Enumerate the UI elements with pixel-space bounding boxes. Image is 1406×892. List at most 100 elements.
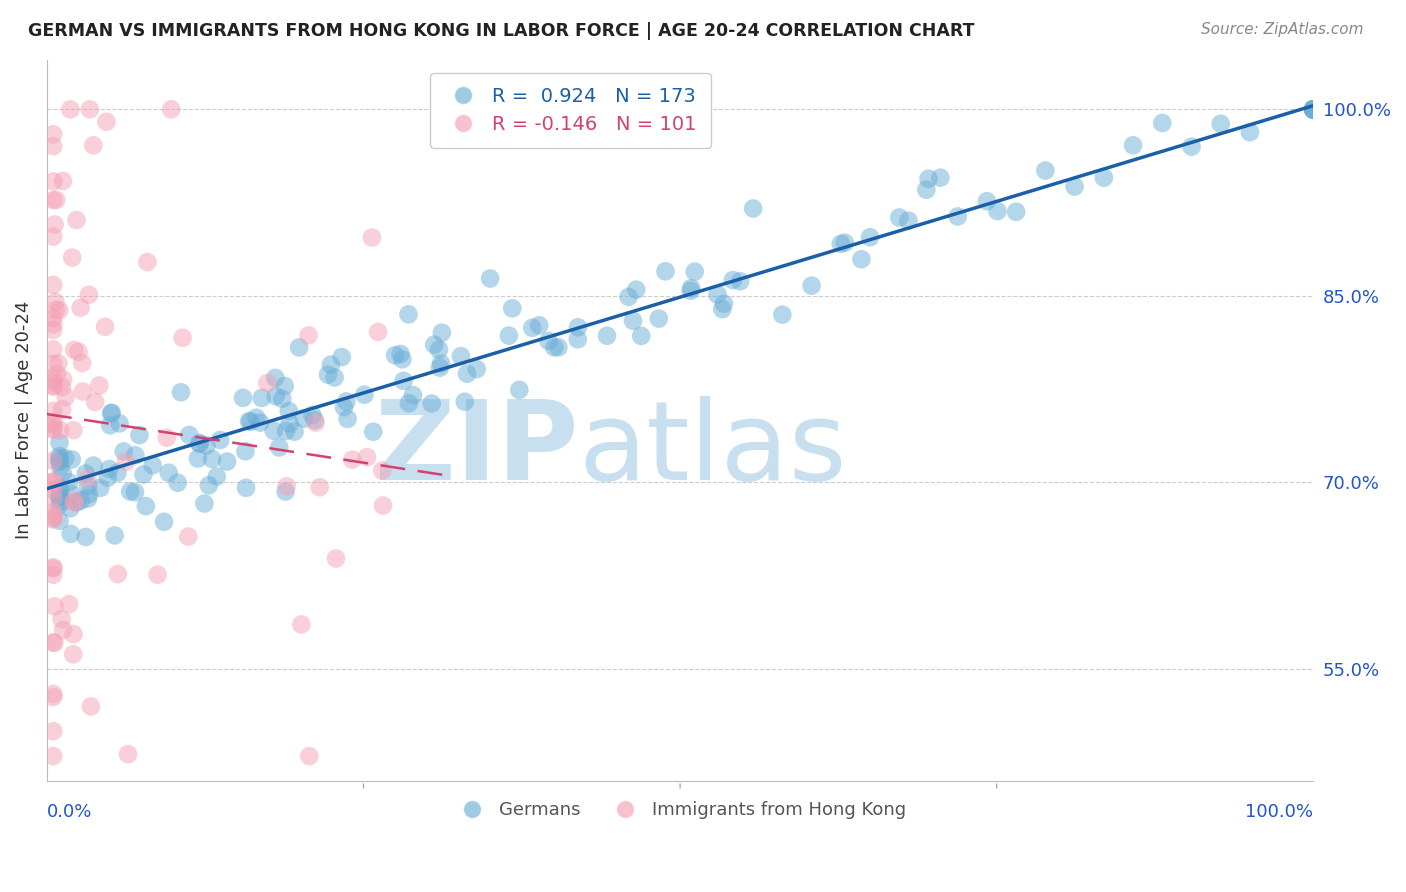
Point: [648, 311, 671, 326]
Point: [42, 417, 65, 432]
Point: [48, 449, 70, 463]
Point: [84, 395, 107, 409]
Point: [49, 485, 72, 500]
Point: [398, 307, 420, 321]
Point: [98, 462, 121, 476]
Point: [42, 343, 65, 357]
Point: [42, 511, 65, 525]
Point: [308, 480, 330, 494]
Text: 100.0%: 100.0%: [1246, 804, 1313, 822]
Point: [304, 413, 326, 427]
Point: [371, 464, 394, 478]
Point: [104, 528, 127, 542]
Point: [42, 508, 65, 523]
Point: [742, 202, 765, 216]
Point: [389, 347, 412, 361]
Point: [100, 406, 122, 420]
Point: [205, 469, 228, 483]
Point: [547, 340, 569, 354]
Point: [430, 357, 453, 371]
Point: [465, 362, 488, 376]
Point: [42, 357, 65, 371]
Point: [60, 452, 83, 467]
Point: [264, 389, 287, 403]
Point: [316, 368, 339, 382]
Point: [52, 623, 75, 637]
Point: [392, 374, 415, 388]
Point: [70, 493, 93, 508]
Point: [157, 466, 180, 480]
Point: [42, 561, 65, 575]
Point: [42, 687, 65, 701]
Point: [567, 320, 589, 334]
Point: [537, 334, 560, 348]
Point: [75, 467, 97, 481]
Point: [278, 417, 301, 431]
Point: [42, 491, 65, 506]
Point: [52, 372, 75, 386]
Point: [929, 170, 952, 185]
Point: [276, 479, 298, 493]
Point: [48, 454, 70, 468]
Point: [543, 340, 565, 354]
Point: [427, 343, 450, 357]
Point: [711, 302, 734, 317]
Point: [976, 194, 998, 209]
Y-axis label: In Labor Force | Age 20-24: In Labor Force | Age 20-24: [15, 301, 32, 540]
Point: [51, 612, 73, 626]
Point: [501, 301, 523, 316]
Point: [834, 235, 856, 250]
Point: [120, 484, 142, 499]
Point: [62, 648, 84, 662]
Point: [1302, 103, 1324, 117]
Point: [42, 560, 65, 574]
Point: [58, 597, 80, 611]
Point: [42, 749, 65, 764]
Point: [42, 690, 65, 704]
Point: [1302, 103, 1324, 117]
Point: [567, 332, 589, 346]
Point: [72, 384, 94, 399]
Point: [51, 402, 73, 417]
Point: [430, 326, 453, 340]
Point: [44, 599, 66, 614]
Point: [53, 451, 76, 466]
Point: [596, 328, 619, 343]
Point: [209, 433, 232, 447]
Point: [193, 496, 215, 510]
Point: [479, 271, 502, 285]
Point: [1302, 103, 1324, 117]
Point: [1302, 103, 1324, 117]
Point: [77, 491, 100, 506]
Point: [1092, 170, 1115, 185]
Text: GERMAN VS IMMIGRANTS FROM HONG KONG IN LABOR FORCE | AGE 20-24 CORRELATION CHART: GERMAN VS IMMIGRANTS FROM HONG KONG IN L…: [28, 22, 974, 40]
Point: [1122, 138, 1144, 153]
Point: [52, 174, 75, 188]
Point: [42, 475, 65, 489]
Point: [49, 494, 72, 508]
Point: [356, 450, 378, 465]
Point: [1302, 103, 1324, 117]
Point: [342, 452, 364, 467]
Point: [42, 454, 65, 468]
Point: [336, 412, 359, 426]
Point: [1302, 103, 1324, 117]
Point: [42, 475, 65, 490]
Point: [335, 394, 357, 409]
Legend: Germans, Immigrants from Hong Kong: Germans, Immigrants from Hong Kong: [446, 794, 914, 826]
Point: [256, 376, 278, 390]
Point: [42, 323, 65, 337]
Point: [271, 392, 294, 406]
Point: [49, 423, 72, 437]
Point: [706, 287, 728, 301]
Point: [683, 265, 706, 279]
Point: [48, 451, 70, 466]
Point: [851, 252, 873, 267]
Point: [454, 394, 477, 409]
Point: [132, 467, 155, 482]
Point: [62, 627, 84, 641]
Point: [76, 472, 98, 486]
Point: [63, 343, 86, 357]
Point: [115, 455, 138, 469]
Point: [42, 371, 65, 385]
